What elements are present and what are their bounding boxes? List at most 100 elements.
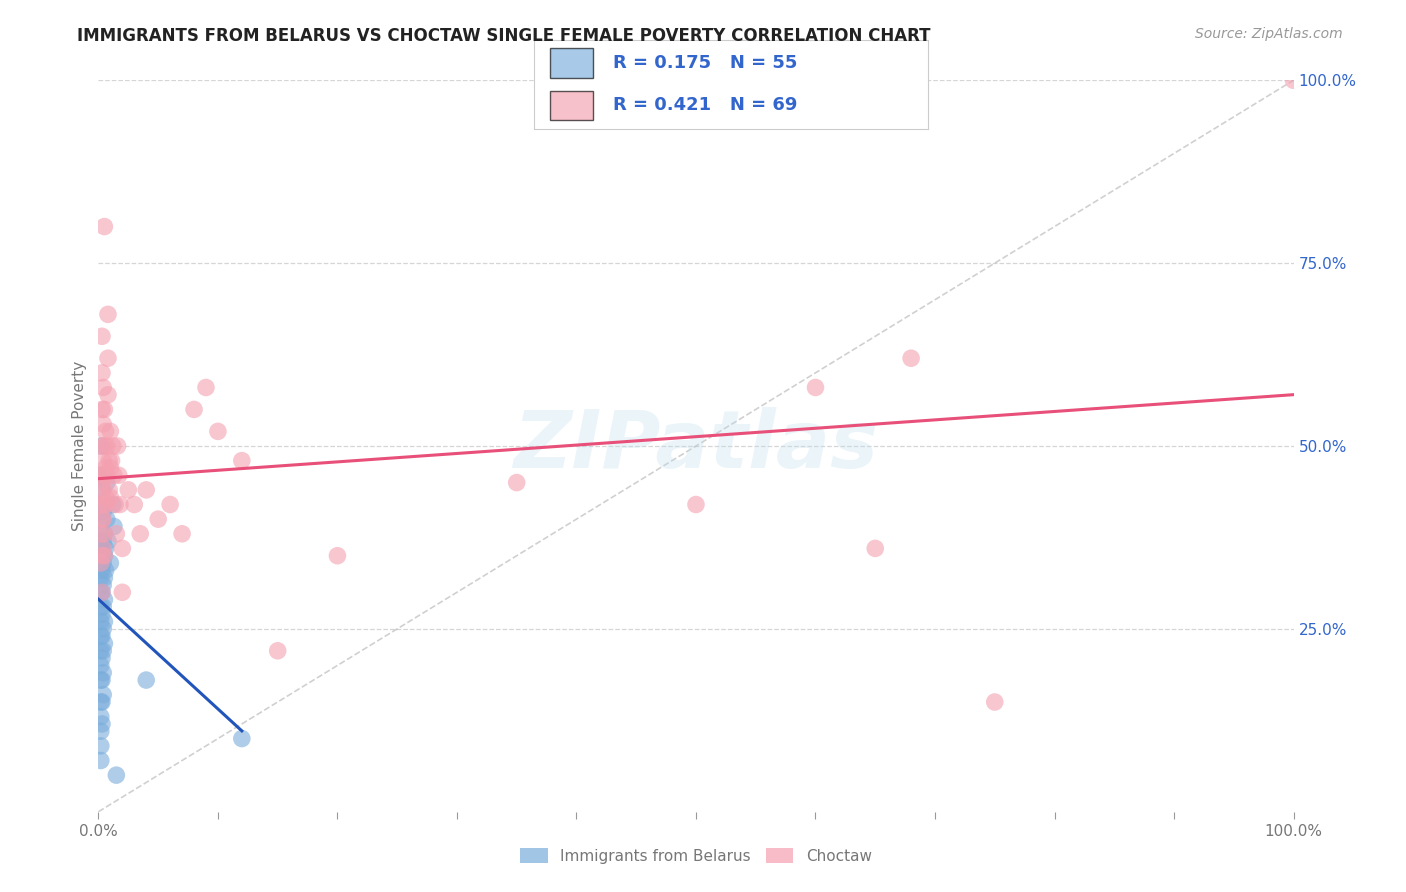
Point (90, 549, 112, 563)
Text: Source: ZipAtlas.com: Source: ZipAtlas.com (1195, 27, 1343, 41)
Point (91, 366, 114, 380)
Point (91, 556, 114, 570)
Point (101, 498, 124, 512)
Point (326, 549, 349, 563)
Point (94, 563, 117, 577)
Point (91, 329, 114, 343)
Point (94, 461, 117, 475)
Point (96, 498, 118, 512)
Point (90, 439, 112, 453)
Point (804, 380, 827, 394)
Point (91, 549, 114, 563)
Point (984, 695, 1007, 709)
Point (100, 453, 122, 467)
Point (90, 615, 112, 629)
Point (195, 380, 218, 394)
Point (105, 526, 128, 541)
Point (135, 483, 157, 497)
Point (91, 512, 114, 526)
Point (91, 665, 114, 680)
Point (91, 505, 114, 519)
Point (91, 512, 114, 526)
Point (93, 439, 115, 453)
Point (1282, 73, 1305, 87)
Point (231, 453, 253, 467)
Point (900, 351, 922, 366)
Point (91, 563, 114, 577)
Point (98, 425, 122, 439)
Point (90, 498, 112, 512)
Point (91, 402, 114, 417)
Point (93, 468, 115, 483)
Point (93, 571, 115, 585)
Point (111, 541, 134, 556)
Text: R = 0.175   N = 55: R = 0.175 N = 55 (613, 54, 797, 72)
Point (101, 439, 124, 453)
Point (93, 526, 115, 541)
Point (91, 439, 114, 453)
Point (91, 475, 114, 490)
Point (93, 549, 115, 563)
Point (90, 599, 112, 614)
Point (97, 534, 120, 549)
Point (103, 468, 125, 483)
Text: R = 0.421   N = 69: R = 0.421 N = 69 (613, 95, 797, 114)
Point (865, 541, 887, 556)
Point (96, 439, 118, 453)
Point (117, 483, 139, 497)
Point (90, 695, 112, 709)
Point (90, 585, 112, 599)
Point (90, 644, 112, 658)
Point (97, 388, 120, 402)
Point (91, 541, 114, 556)
Point (97, 307, 120, 321)
Point (90, 754, 112, 768)
Point (96, 468, 118, 483)
Point (91, 453, 114, 467)
Point (148, 512, 170, 526)
Point (91, 622, 114, 636)
Point (91, 644, 114, 658)
Point (93, 219, 115, 234)
Y-axis label: Single Female Poverty: Single Female Poverty (72, 361, 87, 531)
Point (96, 512, 118, 526)
Point (91, 599, 114, 614)
Point (91, 578, 114, 592)
Point (91, 512, 114, 526)
Point (105, 768, 128, 782)
Point (267, 644, 290, 658)
Point (98, 453, 121, 467)
Point (90, 709, 112, 723)
Point (90, 629, 112, 643)
Point (91, 651, 114, 665)
Legend: Immigrants from Belarus, Choctaw: Immigrants from Belarus, Choctaw (515, 842, 877, 870)
Point (91, 483, 114, 497)
Point (91, 629, 114, 643)
Point (93, 615, 115, 629)
Point (93, 636, 115, 650)
Point (104, 498, 127, 512)
Point (93, 526, 115, 541)
Point (97, 351, 120, 366)
Point (91, 534, 114, 549)
Point (91, 673, 114, 687)
Point (94, 541, 117, 556)
Point (506, 475, 529, 490)
Point (124, 498, 146, 512)
Point (90, 498, 112, 512)
Point (90, 739, 112, 753)
Point (90, 658, 112, 673)
Text: IMMIGRANTS FROM BELARUS VS CHOCTAW SINGLE FEMALE POVERTY CORRELATION CHART: IMMIGRANTS FROM BELARUS VS CHOCTAW SINGL… (77, 27, 931, 45)
Point (93, 549, 115, 563)
Point (129, 526, 152, 541)
Point (98, 490, 122, 504)
Point (90, 673, 112, 687)
Point (91, 585, 114, 599)
Point (91, 585, 114, 599)
Point (91, 717, 114, 731)
Point (98, 461, 122, 475)
Point (183, 402, 205, 417)
Point (231, 731, 253, 746)
Point (90, 526, 112, 541)
Point (93, 498, 115, 512)
